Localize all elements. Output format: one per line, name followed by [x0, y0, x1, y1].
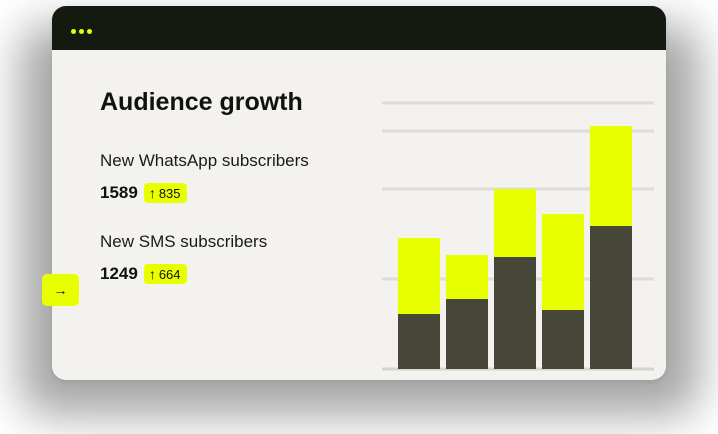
sms-metric-row: 1249 ↑ 664: [100, 264, 187, 284]
bar-segment-upper: [398, 238, 440, 314]
bar-segment-upper: [446, 255, 488, 299]
bar-segment-lower: [542, 310, 584, 369]
chart-bars: [398, 126, 632, 369]
whatsapp-metric-row: 1589 ↑ 835: [100, 183, 187, 203]
arrow-up-icon: ↑: [148, 185, 156, 201]
bar-segment-upper: [494, 189, 536, 257]
three-dots-icon[interactable]: [71, 29, 92, 34]
bar-segment-lower: [446, 299, 488, 369]
whatsapp-subscribers-label: New WhatsApp subscribers: [100, 151, 309, 170]
bar-segment-upper: [542, 214, 584, 310]
dot: [71, 29, 76, 34]
whatsapp-change-badge: ↑ 835: [143, 183, 187, 203]
bar-segment-lower: [590, 226, 632, 369]
bar-segment-lower: [494, 257, 536, 369]
sms-change-value: 664: [158, 266, 181, 282]
bar-segment-upper: [590, 126, 632, 226]
whatsapp-subscribers-value: 1589: [100, 183, 138, 202]
sms-change-badge: ↑ 664: [143, 264, 187, 284]
arrow-up-icon: ↑: [148, 266, 156, 282]
sms-subscribers-label: New SMS subscribers: [100, 232, 268, 251]
next-button[interactable]: →: [42, 274, 79, 306]
bar-segment-lower: [398, 314, 440, 369]
page-title: Audience growth: [100, 88, 303, 116]
sms-subscribers-value: 1249: [100, 264, 138, 283]
dot: [87, 29, 92, 34]
dot: [79, 29, 84, 34]
arrow-right-icon: →: [53, 282, 68, 298]
app-window: Audience growth New WhatsApp subscribers…: [52, 6, 666, 380]
title-bar: [52, 6, 666, 50]
whatsapp-change-value: 835: [158, 185, 181, 201]
